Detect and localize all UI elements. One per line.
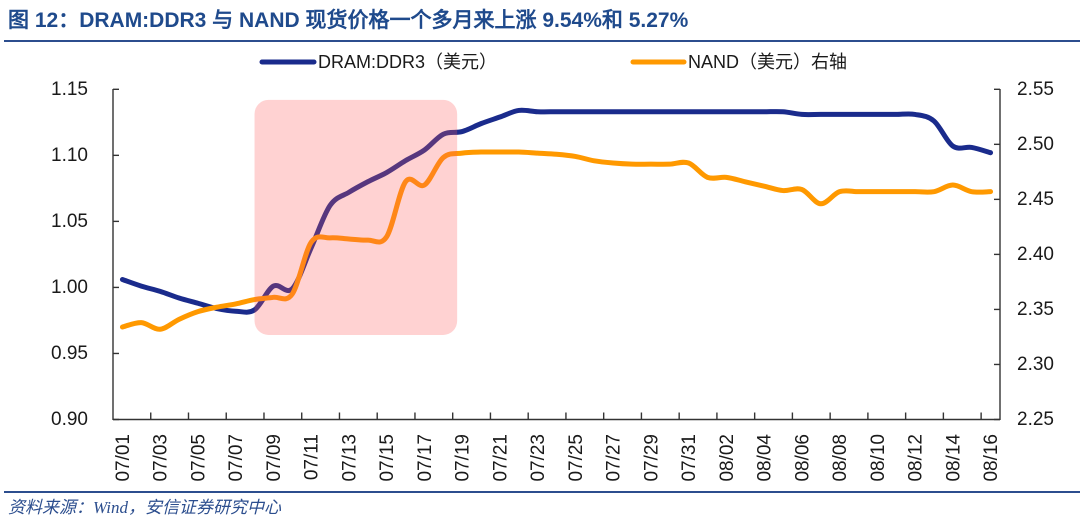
x-tick-label: 08/06 [792, 434, 813, 482]
y-left-tick-label: 1.00 [51, 277, 88, 298]
x-tick-label: 07/15 [377, 434, 398, 482]
tick-labels: 0.90 0.95 1.00 1.05 1.10 1.15 2.25 2.30 2.35 2.40… [51, 79, 1054, 482]
y-right-tick-label: 2.25 [1017, 409, 1054, 430]
x-tick-label: 07/25 [566, 434, 587, 482]
x-tick-label: 08/16 [981, 434, 1002, 482]
series-line-dram [119, 107, 994, 315]
x-tick-label: 07/17 [415, 434, 436, 482]
x-tick-label: 07/01 [113, 434, 134, 482]
legend-item-dram: DRAM:DDR3（美元） [259, 52, 497, 72]
y-right-tick-label: 2.50 [1017, 134, 1054, 155]
highlight-box [254, 99, 458, 335]
x-tick-label: 07/27 [604, 434, 625, 482]
y-left-tick-label: 0.95 [51, 343, 88, 364]
x-tick-label: 07/09 [264, 434, 285, 482]
y-left-tick-label: 1.15 [51, 79, 88, 100]
series-layer [119, 107, 994, 332]
x-tick-label: 08/04 [755, 434, 776, 482]
legend: DRAM:DDR3（美元） NAND（美元）右轴 [259, 52, 847, 72]
y-right-tick-label: 2.35 [1017, 299, 1054, 320]
y-left-tick-label: 0.90 [51, 409, 88, 430]
figure-title: 图 12：DRAM:DDR3 与 NAND 现货价格一个多月来上涨 9.54%和… [8, 9, 689, 32]
x-tick-label: 08/10 [868, 434, 889, 482]
axes [112, 89, 1001, 421]
x-tick-label: 07/29 [641, 434, 662, 482]
title-divider [4, 40, 1080, 42]
y-right-tick-label: 2.30 [1017, 354, 1054, 375]
x-tick-label: 07/31 [679, 434, 700, 482]
x-tick-label: 07/19 [453, 434, 474, 482]
x-tick-label: 08/14 [943, 434, 964, 482]
highlight-layer [254, 99, 458, 335]
tick-marks [113, 88, 1000, 421]
x-tick-label: 08/12 [906, 434, 927, 482]
x-tick-label: 08/02 [717, 434, 738, 482]
legend-item-nand: NAND（美元）右轴 [630, 52, 847, 72]
x-tick-label: 07/05 [188, 434, 209, 482]
series-nand [119, 149, 994, 332]
x-tick-label: 07/07 [226, 434, 247, 482]
x-tick-label: 07/11 [302, 434, 323, 480]
legend-label-dram: DRAM:DDR3（美元） [318, 52, 497, 72]
source-note: 资料来源：Wind，安信证券研究中心 [8, 498, 281, 517]
y-left-tick-label: 1.10 [51, 145, 88, 166]
x-tick-label: 07/23 [528, 434, 549, 482]
y-right-tick-label: 2.55 [1017, 79, 1054, 100]
x-tick-label: 07/13 [339, 434, 360, 482]
series-line-nand [119, 149, 994, 332]
x-tick-label: 07/21 [490, 434, 511, 482]
x-tick-label: 07/03 [151, 434, 172, 482]
y-right-tick-label: 2.40 [1017, 244, 1054, 265]
series-dram [119, 107, 994, 315]
y-left-tick-label: 1.05 [51, 211, 88, 232]
x-tick-label: 08/08 [830, 434, 851, 482]
source-divider [4, 491, 1080, 493]
legend-label-nand: NAND（美元）右轴 [688, 52, 847, 72]
y-right-tick-label: 2.45 [1017, 189, 1054, 210]
